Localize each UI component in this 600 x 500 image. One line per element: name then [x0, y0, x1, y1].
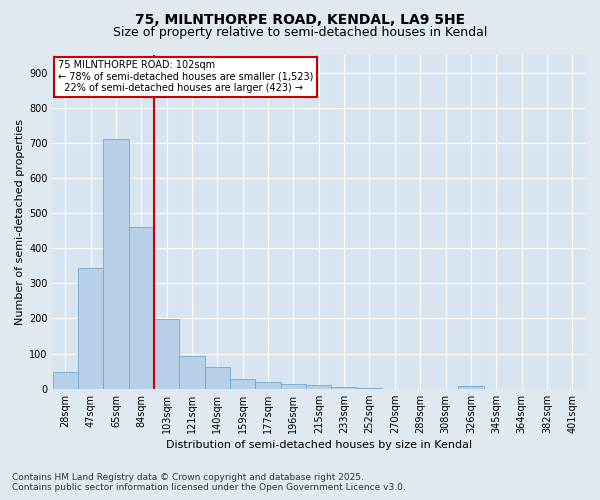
Bar [458, 386, 484, 388]
Bar [78, 268, 103, 388]
Bar [179, 356, 205, 388]
Bar [128, 227, 154, 388]
Text: Size of property relative to semi-detached houses in Kendal: Size of property relative to semi-detach… [113, 26, 487, 39]
Bar [205, 367, 230, 388]
Text: Contains HM Land Registry data © Crown copyright and database right 2025.
Contai: Contains HM Land Registry data © Crown c… [12, 473, 406, 492]
Bar [230, 379, 256, 388]
Text: 75, MILNTHORPE ROAD, KENDAL, LA9 5HE: 75, MILNTHORPE ROAD, KENDAL, LA9 5HE [135, 12, 465, 26]
Bar [103, 138, 128, 388]
Text: 75 MILNTHORPE ROAD: 102sqm
← 78% of semi-detached houses are smaller (1,523)
  2: 75 MILNTHORPE ROAD: 102sqm ← 78% of semi… [58, 60, 313, 93]
Bar [256, 382, 281, 388]
Bar [281, 384, 306, 388]
X-axis label: Distribution of semi-detached houses by size in Kendal: Distribution of semi-detached houses by … [166, 440, 472, 450]
Y-axis label: Number of semi-detached properties: Number of semi-detached properties [15, 119, 25, 325]
Bar [154, 319, 179, 388]
Bar [53, 372, 78, 388]
Bar [306, 385, 331, 388]
